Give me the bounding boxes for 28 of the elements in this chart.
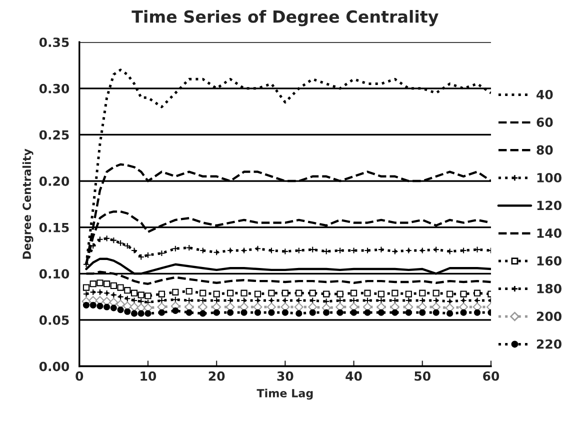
y-tick-label: 0.35 bbox=[39, 38, 69, 48]
legend-label: 160 bbox=[537, 256, 562, 266]
x-tick-label: 10 bbox=[140, 371, 156, 381]
y-tick-label: 0.05 bbox=[39, 315, 69, 325]
x-tick-label: 60 bbox=[483, 371, 500, 381]
y-tick-label: 0.10 bbox=[39, 269, 70, 279]
x-tick-label: 40 bbox=[346, 371, 362, 381]
x-axis-title: Time Lag bbox=[256, 388, 313, 400]
y-tick-label: 0.15 bbox=[39, 222, 69, 232]
legend-label: 80 bbox=[536, 145, 553, 155]
y-tick-label: 0.25 bbox=[39, 130, 69, 140]
chart-title: Time Series of Degree Centrality bbox=[132, 10, 438, 26]
legend-label: 180 bbox=[537, 284, 562, 294]
x-tick-label: 20 bbox=[208, 371, 225, 381]
y-tick-label: 0.20 bbox=[39, 176, 70, 186]
legend-label: 60 bbox=[536, 118, 553, 127]
legend-label: 100 bbox=[537, 172, 562, 182]
x-tick-label: 50 bbox=[414, 371, 430, 381]
legend-label: 120 bbox=[537, 200, 562, 210]
legend-label: 220 bbox=[536, 339, 562, 349]
x-tick-label: 0 bbox=[76, 371, 84, 381]
legend-label: 200 bbox=[536, 312, 562, 322]
x-tick-label: 30 bbox=[277, 371, 294, 381]
y-tick-label: 0.30 bbox=[39, 84, 70, 94]
y-tick-label: 0.00 bbox=[39, 362, 70, 372]
legend-label: 40 bbox=[536, 90, 553, 100]
y-axis-title: Degree Centrality bbox=[22, 148, 34, 259]
legend-label: 140 bbox=[537, 228, 562, 238]
